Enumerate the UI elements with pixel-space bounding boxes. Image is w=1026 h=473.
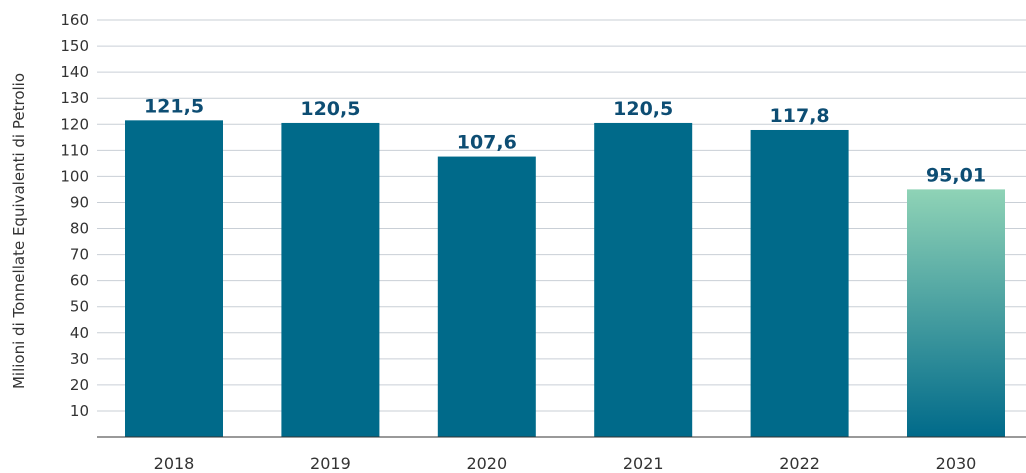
x-tick-label-2020: 2020 xyxy=(466,454,507,473)
y-tick-label: 40 xyxy=(70,324,89,342)
x-tick-label-2018: 2018 xyxy=(154,454,195,473)
x-tick-label-2021: 2021 xyxy=(623,454,664,473)
bar-2018 xyxy=(125,120,223,437)
data-label-2021: 120,5 xyxy=(613,98,673,120)
y-tick-label: 140 xyxy=(60,63,89,81)
y-tick-label: 130 xyxy=(60,89,89,107)
x-axis-ticks: 2018 2019 2020 2021 2022 2030 xyxy=(154,454,977,473)
y-tick-label: 10 xyxy=(70,402,89,420)
x-tick-label-2019: 2019 xyxy=(310,454,351,473)
y-axis-ticks: 10 20 30 40 50 60 70 80 90 100 110 120 130 140 150 160 xyxy=(60,11,89,420)
y-tick-label: 20 xyxy=(70,376,89,394)
bar-2021 xyxy=(594,122,693,438)
data-labels: 121,5 120,5 107,6 120,5 117,8 95,01 xyxy=(144,95,986,186)
x-tick-label-2022: 2022 xyxy=(779,454,820,473)
y-tick-label: 80 xyxy=(70,220,89,238)
bars xyxy=(125,120,1005,438)
y-tick-label: 90 xyxy=(70,193,89,211)
y-tick-label: 70 xyxy=(70,246,89,264)
y-tick-label: 60 xyxy=(70,272,89,290)
y-tick-label: 150 xyxy=(60,37,89,55)
gridlines xyxy=(97,19,1026,412)
y-tick-label: 120 xyxy=(60,115,89,133)
data-label-2018: 121,5 xyxy=(144,95,204,117)
y-tick-label: 30 xyxy=(70,350,89,368)
data-label-2030: 95,01 xyxy=(926,164,986,186)
bar-2030 xyxy=(907,189,1005,437)
y-axis-label: Milioni di Tonnellate Equivalenti di Pet… xyxy=(10,73,28,389)
data-label-2022: 117,8 xyxy=(770,105,830,127)
x-tick-label-2030: 2030 xyxy=(936,454,977,473)
y-tick-label: 160 xyxy=(60,11,89,29)
y-tick-label: 50 xyxy=(70,298,89,316)
y-tick-label: 110 xyxy=(60,141,89,159)
bar-2019 xyxy=(281,122,380,438)
bar-2022 xyxy=(750,129,849,437)
bar-2020 xyxy=(437,156,536,437)
data-label-2019: 120,5 xyxy=(300,98,360,120)
data-label-2020: 107,6 xyxy=(457,132,517,154)
y-tick-label: 100 xyxy=(60,167,89,185)
